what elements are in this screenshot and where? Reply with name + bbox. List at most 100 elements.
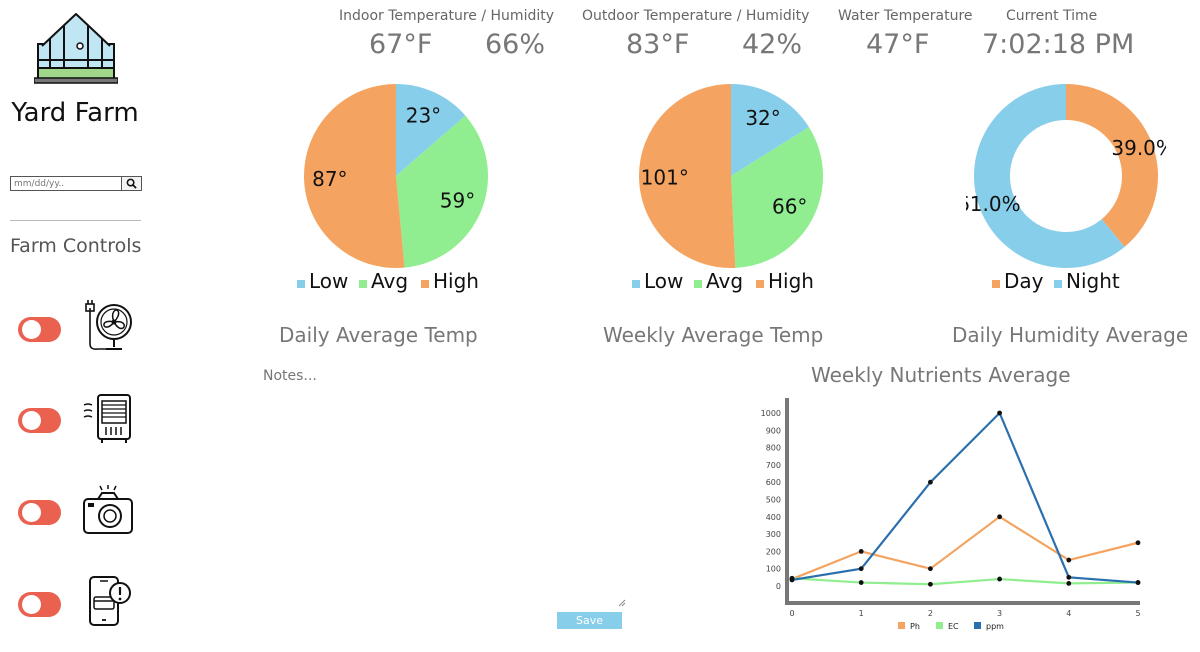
x-tick-label: 5: [1135, 609, 1140, 618]
slice-label-avg: 66°: [772, 195, 807, 219]
date-search-input[interactable]: [10, 176, 122, 191]
camera-toggle[interactable]: [18, 500, 61, 525]
y-tick-label: 500: [766, 496, 781, 505]
y-tick-label: 100: [766, 565, 781, 574]
slice-label-high: 101°: [641, 166, 689, 190]
phone-alert-icon: [89, 576, 131, 626]
legend-swatch-ph: [898, 622, 905, 629]
series-line-ppm: [791, 411, 1139, 584]
x-tick-label: 1: [859, 609, 864, 618]
search-button[interactable]: [121, 176, 142, 191]
indoor-humidity-value: 66%: [485, 29, 546, 60]
indoor-temp-value: 67°F: [369, 29, 433, 60]
series-line-ph: [791, 515, 1139, 581]
farm-controls-title: Farm Controls: [10, 235, 142, 257]
toggle-knob: [22, 411, 41, 430]
sidebar-divider: [10, 220, 141, 221]
data-point-ppm: [1135, 580, 1141, 585]
legend-label-low: Low: [309, 269, 348, 293]
slice-label-night: 61.0%: [966, 192, 1021, 216]
daily-humidity-average-chart: 39.0% 61.0% Day Night: [966, 84, 1166, 293]
y-tick-label: 0: [776, 582, 781, 591]
fan-toggle[interactable]: [18, 317, 61, 342]
daily-humidity-average-title: Daily Humidity Average: [952, 323, 1189, 347]
data-point-ph: [1066, 557, 1072, 563]
x-tick-label: 0: [789, 609, 794, 618]
legend-label-ph: Ph: [910, 622, 920, 631]
brand-title: Yard Farm: [11, 98, 139, 128]
data-point-ppm: [789, 577, 795, 583]
legend-label-day: Day: [1004, 269, 1044, 293]
data-point-ph: [928, 566, 933, 572]
data-point-ec: [928, 581, 933, 587]
data-point-ppm: [928, 479, 933, 485]
series-line-ec: [791, 577, 1139, 586]
y-tick-label: 400: [766, 513, 781, 522]
legend-label-night: Night: [1066, 269, 1120, 293]
phone-alert-toggle[interactable]: [18, 592, 61, 617]
data-point-ph: [997, 514, 1002, 520]
legend-label-high: High: [433, 269, 479, 293]
notes-textarea[interactable]: [258, 363, 626, 607]
legend-label-low: Low: [644, 269, 683, 293]
data-point-ppm: [997, 410, 1002, 416]
y-tick-label: 800: [766, 444, 781, 453]
time-value: 7:02:18 PM: [982, 29, 1135, 60]
outdoor-humidity-value: 42%: [742, 29, 803, 60]
water-label: Water Temperature: [838, 8, 973, 24]
outdoor-temp-value: 83°F: [626, 29, 690, 60]
water-temp-value: 47°F: [866, 29, 930, 60]
camera-icon: [83, 485, 133, 534]
weekly-average-temp-chart: 32° 66° 101° Low Avg High: [632, 84, 823, 293]
data-point-ph: [858, 549, 864, 554]
legend-swatch-avg: [694, 280, 702, 288]
legend-label-ec: EC: [948, 622, 959, 631]
legend-swatch-high: [421, 280, 429, 288]
data-point-ec: [1066, 581, 1072, 586]
slice-avg: [731, 127, 823, 268]
outdoor-label: Outdoor Temperature / Humidity: [582, 8, 810, 24]
legend-swatch-night: [1054, 280, 1062, 288]
data-point-ppm: [1066, 574, 1072, 580]
slice-day: [1066, 84, 1158, 247]
slice-label-low: 23°: [406, 104, 441, 128]
y-tick-label: 600: [766, 478, 781, 487]
slice-label-day: 39.0%: [1111, 136, 1166, 160]
slice-avg: [396, 115, 488, 268]
legend-swatch-avg: [359, 280, 367, 288]
legend-swatch-ppm: [974, 622, 981, 629]
data-point-ec: [997, 576, 1002, 582]
daily-average-temp-title: Daily Average Temp: [279, 323, 478, 347]
toggle-knob: [22, 503, 41, 522]
resize-grip-icon[interactable]: [616, 597, 626, 607]
heater-toggle[interactable]: [18, 408, 61, 433]
x-tick-label: 4: [1066, 609, 1071, 618]
slice-label-high: 87°: [312, 167, 347, 191]
save-button[interactable]: Save: [557, 612, 622, 629]
slice-low: [731, 84, 809, 176]
legend-swatch-low: [632, 280, 640, 288]
slice-label-low: 32°: [745, 106, 780, 130]
legend-swatch-high: [756, 280, 764, 288]
time-label: Current Time: [1006, 8, 1098, 24]
indoor-label: Indoor Temperature / Humidity: [339, 8, 555, 24]
legend-label-avg: Avg: [371, 269, 408, 293]
y-tick-label: 200: [766, 547, 781, 556]
weekly-average-temp-title: Weekly Average Temp: [603, 323, 824, 347]
legend-swatch-day: [992, 280, 1000, 288]
legend-label-ppm: ppm: [986, 622, 1004, 631]
slice-high: [638, 84, 736, 268]
data-point-ph: [1135, 540, 1141, 546]
toggle-knob: [22, 320, 41, 339]
legend-swatch-low: [297, 280, 305, 288]
heater-icon: [83, 394, 131, 443]
toggle-knob: [22, 595, 41, 614]
x-tick-label: 3: [997, 609, 1002, 618]
data-point-ec: [858, 580, 864, 585]
legend-label-high: High: [768, 269, 814, 293]
y-tick-label: 700: [766, 461, 781, 470]
weekly-nutrients-chart: 0 100 200 300 400 500 600 700 800 900 1000 0 1 2 3 4 5 Ph…: [761, 398, 1141, 631]
slice-label-avg: 59°: [440, 189, 475, 213]
y-tick-label: 900: [766, 426, 781, 435]
legend-label-avg: Avg: [706, 269, 743, 293]
